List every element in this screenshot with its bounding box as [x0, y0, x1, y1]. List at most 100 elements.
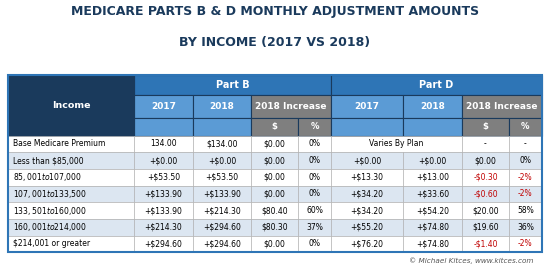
- Text: $20.00: $20.00: [472, 206, 499, 215]
- Bar: [251, 236, 298, 252]
- Bar: [134, 186, 192, 202]
- Text: BY INCOME (2017 VS 2018): BY INCOME (2017 VS 2018): [179, 36, 371, 49]
- Bar: [8, 136, 134, 152]
- Text: +$0.00: +$0.00: [353, 156, 381, 165]
- Text: -2%: -2%: [518, 190, 533, 198]
- Text: 0%: 0%: [309, 190, 321, 198]
- Text: -2%: -2%: [518, 173, 533, 182]
- Bar: [298, 219, 331, 236]
- Bar: [331, 152, 403, 169]
- Text: +$133.90: +$133.90: [145, 206, 182, 215]
- Text: +$33.60: +$33.60: [416, 190, 449, 198]
- Text: -: -: [524, 139, 527, 148]
- Bar: [331, 169, 403, 186]
- Text: 60%: 60%: [306, 206, 323, 215]
- Bar: [509, 219, 542, 236]
- Text: +$214.30: +$214.30: [145, 223, 182, 232]
- Text: +$74.80: +$74.80: [416, 239, 449, 249]
- Bar: [509, 136, 542, 152]
- Bar: [462, 169, 509, 186]
- Text: +$34.20: +$34.20: [351, 190, 384, 198]
- Bar: [134, 75, 331, 95]
- Bar: [251, 136, 298, 152]
- Text: $107,001 to $133,500: $107,001 to $133,500: [13, 188, 86, 200]
- Text: $0.00: $0.00: [475, 156, 497, 165]
- Text: 134.00: 134.00: [150, 139, 177, 148]
- Bar: [134, 219, 192, 236]
- Bar: [192, 219, 251, 236]
- Bar: [192, 136, 251, 152]
- Bar: [331, 219, 403, 236]
- Bar: [134, 152, 192, 169]
- Text: $19.60: $19.60: [472, 223, 499, 232]
- Bar: [192, 169, 251, 186]
- Text: +$76.20: +$76.20: [351, 239, 384, 249]
- Text: +$294.60: +$294.60: [145, 239, 182, 249]
- Bar: [462, 136, 509, 152]
- Text: $: $: [272, 123, 278, 131]
- Bar: [8, 75, 134, 136]
- Text: 0%: 0%: [309, 173, 321, 182]
- Text: +$0.00: +$0.00: [208, 156, 236, 165]
- Bar: [134, 202, 192, 219]
- Bar: [298, 169, 331, 186]
- Bar: [134, 118, 192, 136]
- Bar: [403, 169, 462, 186]
- Bar: [8, 202, 134, 219]
- Bar: [298, 118, 331, 136]
- Bar: [134, 169, 192, 186]
- Text: $133,501 to $160,000: $133,501 to $160,000: [13, 205, 86, 217]
- Bar: [192, 152, 251, 169]
- Bar: [251, 219, 298, 236]
- Bar: [331, 202, 403, 219]
- Bar: [251, 169, 298, 186]
- Text: $214,001 or greater: $214,001 or greater: [13, 239, 90, 249]
- Text: 37%: 37%: [306, 223, 323, 232]
- Bar: [403, 118, 462, 136]
- Bar: [403, 95, 462, 118]
- Bar: [251, 95, 331, 118]
- Text: $80.30: $80.30: [261, 223, 288, 232]
- Text: -$0.60: -$0.60: [473, 190, 498, 198]
- Text: Part B: Part B: [216, 80, 249, 90]
- Bar: [192, 118, 251, 136]
- Bar: [403, 219, 462, 236]
- Bar: [331, 186, 403, 202]
- Text: $0.00: $0.00: [264, 239, 285, 249]
- Bar: [134, 95, 192, 118]
- Text: +$53.50: +$53.50: [147, 173, 180, 182]
- Bar: [462, 152, 509, 169]
- Bar: [298, 236, 331, 252]
- Text: +$74.80: +$74.80: [416, 223, 449, 232]
- Text: $0.00: $0.00: [264, 173, 285, 182]
- Bar: [298, 202, 331, 219]
- Text: %: %: [521, 123, 530, 131]
- Text: 2018: 2018: [420, 102, 445, 111]
- Bar: [403, 236, 462, 252]
- Text: 2018 Increase: 2018 Increase: [466, 102, 537, 111]
- Bar: [134, 136, 192, 152]
- Text: +$294.60: +$294.60: [203, 239, 241, 249]
- Text: Part D: Part D: [419, 80, 454, 90]
- Text: 2017: 2017: [355, 102, 379, 111]
- Bar: [509, 202, 542, 219]
- Bar: [298, 186, 331, 202]
- Bar: [462, 186, 509, 202]
- Text: -: -: [484, 139, 487, 148]
- Bar: [509, 186, 542, 202]
- Bar: [462, 95, 542, 118]
- Text: $85,001 to $107,000: $85,001 to $107,000: [13, 171, 81, 183]
- Bar: [331, 118, 403, 136]
- Text: $80.40: $80.40: [261, 206, 288, 215]
- Bar: [8, 75, 542, 252]
- Text: 0%: 0%: [309, 139, 321, 148]
- Bar: [462, 118, 509, 136]
- Bar: [8, 236, 134, 252]
- Bar: [403, 202, 462, 219]
- Bar: [462, 202, 509, 219]
- Text: $0.00: $0.00: [264, 156, 285, 165]
- Text: 36%: 36%: [517, 223, 534, 232]
- Text: $134.00: $134.00: [206, 139, 238, 148]
- Text: $0.00: $0.00: [264, 190, 285, 198]
- Text: 0%: 0%: [519, 156, 531, 165]
